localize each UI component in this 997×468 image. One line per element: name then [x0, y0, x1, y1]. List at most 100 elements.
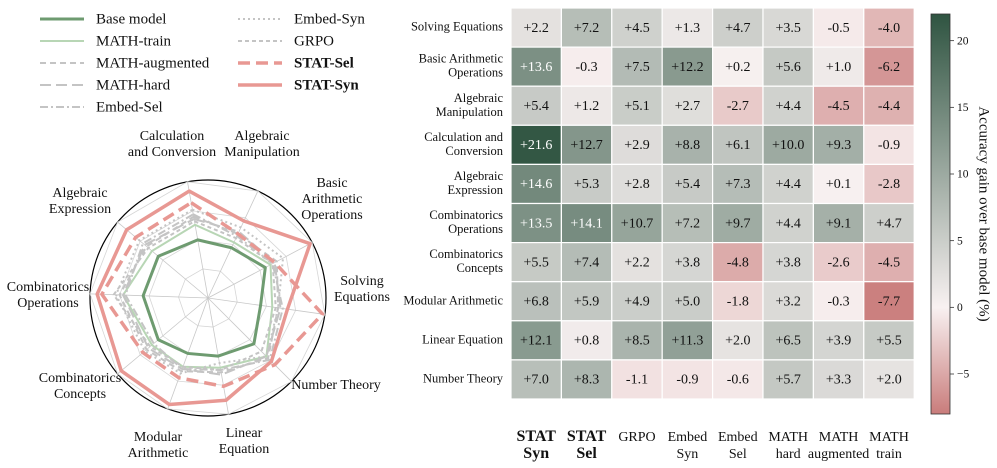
heatmap-value-9-1: +8.3	[574, 373, 599, 388]
heatmap-cell-1-7	[863, 46, 915, 87]
heatmap-value-8-6: +3.9	[826, 334, 851, 349]
radar-axis-label-7: Combinatorics Concepts	[39, 371, 121, 402]
heatmap-cell-8-2	[611, 320, 663, 361]
heatmap-cell-6-7	[863, 242, 915, 283]
heatmap-row-label-7: Modular Arithmetic	[403, 293, 503, 307]
heatmap-cell-3-7	[863, 124, 915, 166]
heatmap-cell-5-7	[863, 202, 915, 244]
heatmap-cell-8-0	[510, 320, 563, 361]
heatmap-value-6-6: -2.6	[828, 255, 850, 270]
heatmap-value-1-7: -6.2	[878, 60, 900, 75]
heatmap-row-label-5: Combinatorics Operations	[429, 208, 503, 236]
heatmap-cell-4-0	[510, 163, 563, 205]
heatmap-value-3-4: +6.1	[725, 138, 750, 153]
heatmap-value-1-1: -0.3	[576, 60, 598, 75]
heatmap-value-7-4: -1.8	[727, 294, 749, 309]
heatmap-cell-7-4	[712, 281, 764, 322]
heatmap-row-label-9: Number Theory	[423, 371, 504, 385]
legend-label-3: MATH-hard	[96, 77, 171, 93]
heatmap-cell-9-7	[863, 359, 915, 400]
legend-label-7: STAT-Sel	[294, 55, 354, 71]
radar-series-0	[141, 238, 267, 358]
heatmap-value-0-3: +1.3	[675, 21, 700, 36]
heatmap-cell-5-1	[560, 202, 613, 244]
heatmap-cell-7-1	[560, 281, 613, 322]
heatmap-cell-4-5	[762, 163, 815, 205]
radar-spoke-2	[207, 242, 313, 299]
heatmap-value-5-2: +10.7	[621, 216, 653, 231]
legend-label-1: MATH-train	[96, 33, 171, 49]
legend-label-5: Embed-Syn	[294, 11, 365, 27]
heatmap-cell-9-5	[762, 359, 815, 400]
colorbar-tick-label-4: 15	[957, 102, 969, 114]
legend-label-8: STAT-Syn	[294, 77, 359, 93]
heatmap-value-2-7: -4.4	[878, 99, 900, 114]
radar-spoke-8	[90, 293, 209, 299]
heatmap-cell-8-7	[863, 320, 915, 361]
heatmap-cell-4-6	[812, 163, 865, 205]
colorbar-tick-label-1: 0	[957, 302, 963, 314]
heatmap-value-7-6: -0.3	[828, 294, 850, 309]
heatmap-cell-2-6	[812, 85, 865, 126]
heatmap-value-3-3: +8.8	[675, 138, 700, 153]
heatmap-value-4-7: -2.8	[878, 177, 900, 192]
heatmap-cell-4-4	[712, 163, 764, 205]
colorbar-tick-label-5: 20	[957, 35, 969, 47]
heatmap-value-4-0: +14.6	[520, 177, 552, 192]
heatmap-row-label-8: Linear Equation	[422, 332, 504, 346]
radar-axis-label-9: Algebraic Expression	[49, 186, 111, 217]
heatmap-value-0-2: +4.5	[624, 21, 649, 36]
radar-spoke-4	[207, 297, 292, 382]
heatmap-cell-9-6	[812, 359, 865, 400]
heatmap-cell-9-4	[712, 359, 764, 400]
heatmap-cell-2-2	[611, 85, 663, 126]
heatmap-value-8-0: +12.1	[520, 334, 552, 349]
heatmap-cell-5-4	[712, 202, 764, 244]
heatmap-cell-7-0	[510, 281, 563, 322]
heatmap-value-2-5: +4.4	[775, 99, 800, 114]
heatmap-cell-9-0	[510, 359, 563, 400]
heatmap-value-1-0: +13.6	[520, 60, 552, 75]
colorbar	[930, 13, 951, 415]
heatmap-cell-2-0	[510, 85, 563, 126]
heatmap-row-label-2: Algebraic Manipulation	[436, 91, 504, 119]
heatmap-chart: +2.2 +7.2 +4.5 +1.3 +4.7 +3.5 -0.5 -4.0 +13.6 -0.…	[403, 7, 992, 462]
heatmap-value-1-5: +5.6	[775, 60, 800, 75]
heatmap-value-1-2: +7.5	[624, 60, 649, 75]
heatmap-value-7-3: +5.0	[675, 294, 700, 309]
heatmap-cell-6-5	[762, 242, 815, 283]
heatmap-value-6-4: -4.8	[727, 255, 749, 270]
heatmap-cell-9-3	[661, 359, 714, 400]
heatmap-value-3-5: +10.0	[772, 138, 804, 153]
heatmap-cell-3-4	[712, 124, 764, 166]
colorbar-tick-label-3: 10	[957, 169, 969, 181]
radar-series-8	[95, 189, 312, 407]
colorbar-tick-label-0: −5	[957, 369, 969, 381]
radar-axis-label-5: Linear Equation	[219, 426, 270, 457]
heatmap-value-0-1: +7.2	[574, 21, 599, 36]
heatmap-row-label-4: Algebraic Expression	[447, 169, 503, 197]
heatmap-cell-4-1	[560, 163, 613, 205]
heatmap-value-2-4: -2.7	[727, 99, 749, 114]
heatmap-value-3-2: +2.9	[624, 138, 649, 153]
heatmap-cell-9-1	[560, 359, 613, 400]
radar-chart: Calculation and Conversion Algebraic Manipu…	[7, 11, 390, 461]
heatmap-value-9-5: +5.7	[775, 373, 800, 388]
heatmap-value-4-6: +0.1	[826, 177, 851, 192]
heatmap-value-7-0: +6.8	[523, 294, 548, 309]
heatmap-cell-1-6	[812, 46, 865, 87]
heatmap-cell-1-5	[762, 46, 815, 87]
heatmap-row-label-3: Calculation and Conversion	[424, 130, 504, 158]
heatmap-cell-6-3	[661, 242, 714, 283]
heatmap-cell-8-4	[712, 320, 764, 361]
heatmap-value-6-3: +3.8	[675, 255, 700, 270]
heatmap-value-9-4: -0.6	[727, 373, 749, 388]
radar-spoke-1	[207, 190, 259, 299]
heatmap-value-4-2: +2.8	[624, 177, 649, 192]
legend-label-0: Base model	[96, 11, 166, 27]
heatmap-value-5-5: +4.4	[775, 216, 800, 231]
radar-axis-label-8: Combinatorics Operations	[7, 280, 89, 311]
heatmap-cell-9-2	[611, 359, 663, 400]
heatmap-cell-0-3	[661, 7, 714, 48]
heatmap-value-4-5: +4.4	[775, 177, 800, 192]
